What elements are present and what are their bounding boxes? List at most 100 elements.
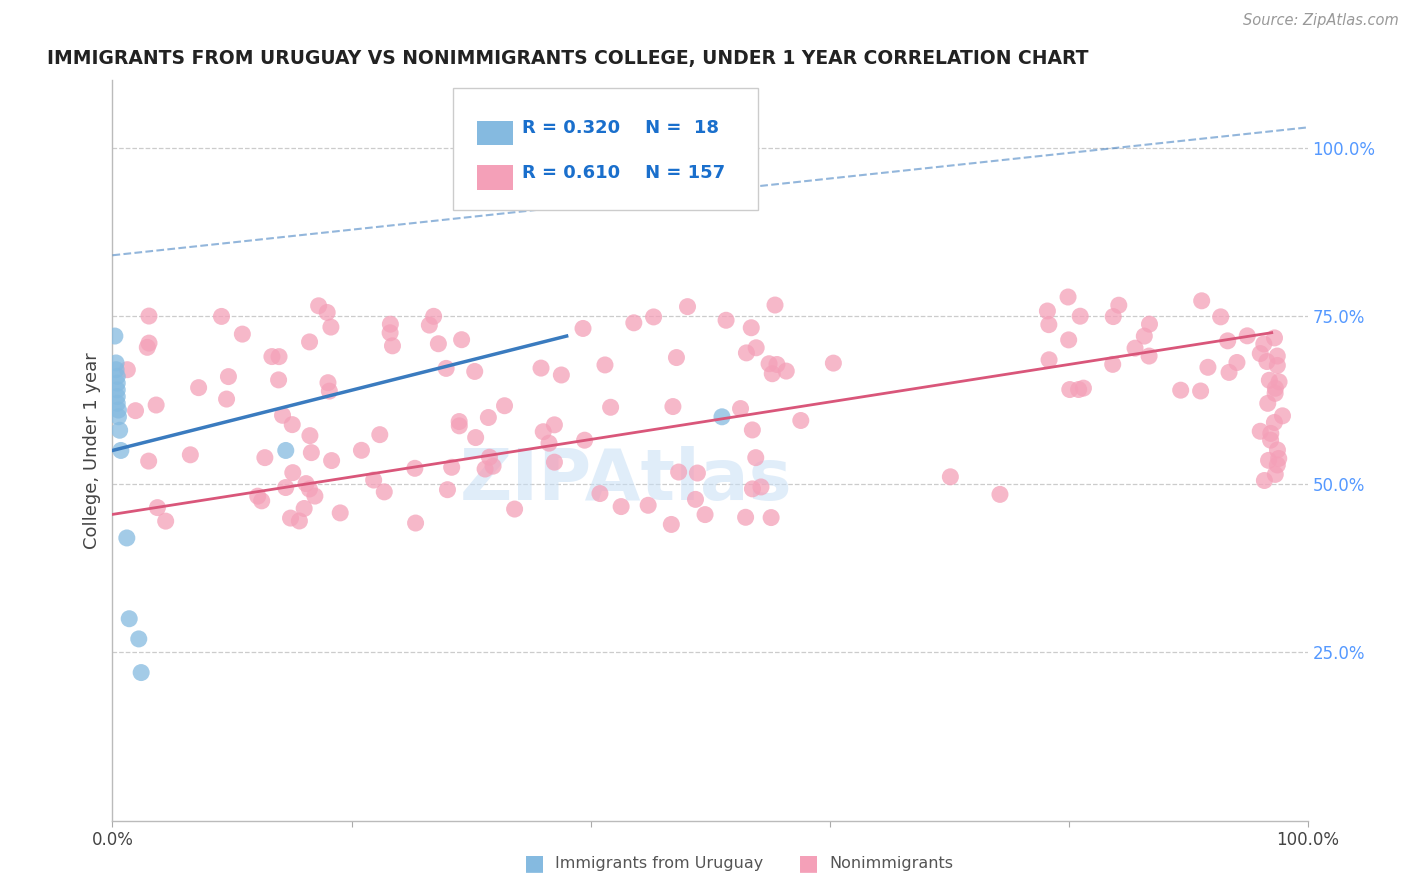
Point — [308, 299, 330, 313]
Point — [104, 329, 127, 343]
Point — [1249, 424, 1271, 438]
Point — [464, 431, 486, 445]
Text: Source: ZipAtlas.com: Source: ZipAtlas.com — [1243, 13, 1399, 29]
FancyBboxPatch shape — [453, 87, 758, 210]
Point — [260, 350, 283, 364]
Point — [271, 409, 294, 423]
Point — [380, 317, 402, 331]
Point — [449, 415, 471, 429]
Point — [1059, 383, 1081, 397]
Point — [1264, 381, 1286, 395]
Point — [1253, 474, 1275, 488]
Point — [427, 336, 450, 351]
Point — [637, 498, 659, 512]
Text: ■: ■ — [799, 854, 818, 873]
Point — [274, 481, 297, 495]
Point — [136, 340, 159, 354]
Point — [1265, 458, 1288, 472]
Point — [138, 454, 160, 468]
Point — [1265, 349, 1288, 363]
Point — [543, 417, 565, 432]
Point — [281, 417, 304, 432]
Point — [1267, 442, 1289, 457]
Point — [128, 632, 150, 646]
Point — [775, 364, 797, 378]
Point — [1260, 426, 1282, 441]
Point — [1137, 349, 1160, 363]
Point — [939, 470, 962, 484]
Point — [745, 450, 768, 465]
Point — [477, 410, 499, 425]
Bar — [477, 165, 513, 190]
Point — [531, 425, 554, 439]
Point — [319, 320, 342, 334]
Point — [281, 466, 304, 480]
Point — [1218, 365, 1240, 379]
Point — [1265, 359, 1288, 373]
Point — [988, 487, 1011, 501]
Point — [734, 510, 756, 524]
Point — [1271, 409, 1294, 423]
Point — [1038, 352, 1060, 367]
Point — [1263, 331, 1285, 345]
Point — [1123, 341, 1146, 355]
Point — [187, 381, 209, 395]
Text: ■: ■ — [524, 854, 544, 873]
Point — [685, 492, 707, 507]
Point — [422, 310, 444, 324]
Point — [107, 403, 129, 417]
Point — [117, 362, 139, 376]
Point — [693, 508, 716, 522]
Point — [1264, 467, 1286, 482]
Point — [1263, 416, 1285, 430]
Point — [1258, 373, 1281, 387]
Point — [1073, 381, 1095, 395]
Point — [668, 465, 690, 479]
Point — [1226, 355, 1249, 369]
Point — [304, 489, 326, 503]
Point — [211, 310, 233, 324]
Point — [758, 357, 780, 371]
Point — [298, 334, 321, 349]
Point — [1256, 354, 1278, 368]
Point — [179, 448, 201, 462]
Point — [659, 517, 682, 532]
Point — [530, 361, 553, 376]
Bar — [477, 121, 513, 145]
Point — [740, 320, 762, 334]
Point — [665, 351, 688, 365]
Point — [543, 455, 565, 469]
Point — [1267, 451, 1289, 466]
Point — [714, 313, 737, 327]
Point — [730, 401, 752, 416]
Point — [450, 333, 472, 347]
Point — [267, 373, 290, 387]
Point — [110, 443, 132, 458]
Point — [1101, 357, 1123, 371]
Point — [115, 531, 138, 545]
Text: IMMIGRANTS FROM URUGUAY VS NONIMMIGRANTS COLLEGE, UNDER 1 YEAR CORRELATION CHART: IMMIGRANTS FROM URUGUAY VS NONIMMIGRANTS… — [46, 48, 1088, 68]
Point — [763, 298, 786, 312]
Point — [118, 612, 141, 626]
Point — [155, 514, 177, 528]
Point — [593, 358, 616, 372]
Point — [1236, 328, 1258, 343]
Point — [436, 483, 458, 497]
Point — [107, 409, 129, 424]
Point — [373, 484, 395, 499]
Point — [574, 433, 596, 447]
Point — [440, 460, 463, 475]
Point — [246, 489, 269, 503]
Point — [686, 466, 709, 480]
Point — [404, 461, 426, 475]
Point — [464, 364, 486, 378]
Point — [321, 453, 343, 467]
Point — [1249, 346, 1271, 360]
Point — [1108, 298, 1130, 312]
Point — [1139, 317, 1161, 331]
Point — [1260, 433, 1282, 447]
Point — [298, 428, 321, 442]
Point — [662, 400, 685, 414]
Point — [735, 346, 758, 360]
Point — [124, 403, 146, 417]
